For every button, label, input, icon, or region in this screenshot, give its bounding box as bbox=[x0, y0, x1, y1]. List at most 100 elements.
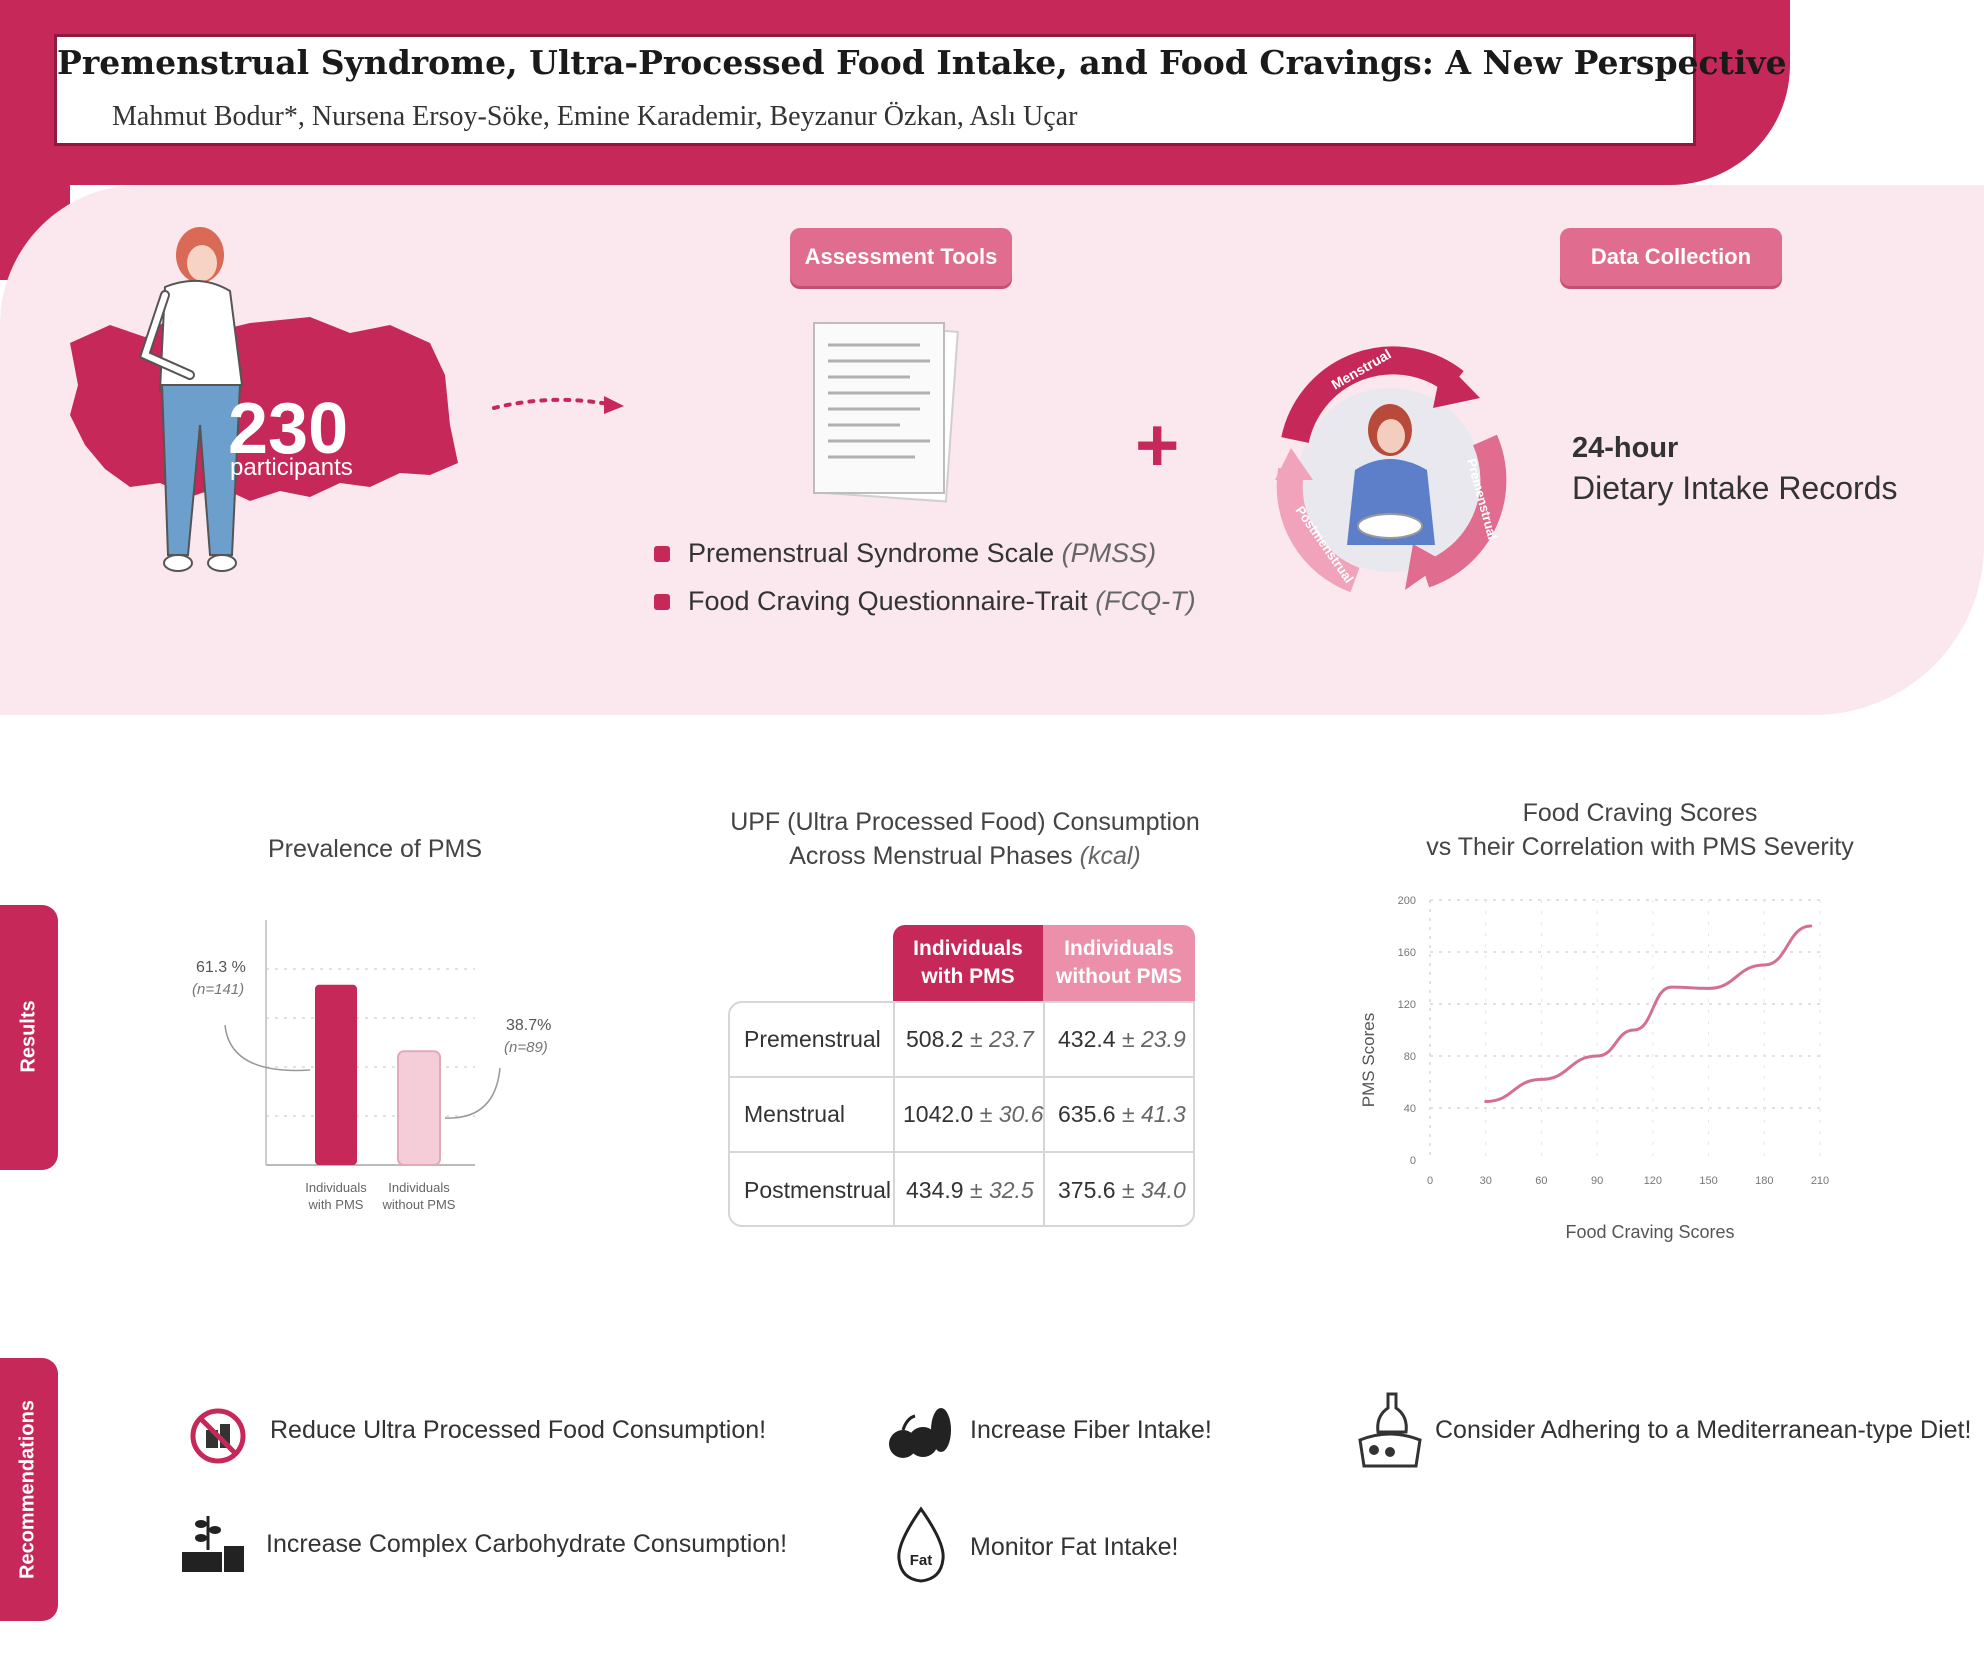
cell-sd: ± 34.0 bbox=[1121, 1177, 1186, 1203]
bar-without-pms bbox=[397, 1050, 441, 1166]
col-header-line: Individuals bbox=[913, 937, 1023, 960]
upf-table-title: UPF (Ultra Processed Food) Consumption A… bbox=[700, 805, 1230, 873]
recommendation-text: Monitor Fat Intake! bbox=[970, 1533, 1179, 1561]
x-tick-label: 30 bbox=[1480, 1175, 1492, 1187]
y-tick-label: 200 bbox=[1398, 895, 1416, 907]
upf-table-body bbox=[728, 1001, 1195, 1227]
cell-mean: 508.2 bbox=[906, 1026, 964, 1052]
prevalence-bar-chart: 61.3 % (n=141) 38.7% (n=89) Individuals … bbox=[192, 920, 551, 1212]
cell-sd: ± 41.3 bbox=[1121, 1101, 1186, 1127]
row-phase: Premenstrual bbox=[744, 1026, 881, 1052]
col-header-line: without PMS bbox=[1056, 965, 1182, 988]
recommendations-side-tab: Recommendations bbox=[0, 1358, 58, 1621]
craving-title-line1: Food Craving Scores bbox=[1522, 799, 1758, 827]
craving-series-line bbox=[1484, 924, 1813, 1103]
prevalence-grid bbox=[266, 968, 475, 1117]
woman-figure bbox=[138, 227, 244, 572]
table-divider bbox=[1043, 1001, 1045, 1227]
x-tick-label: 0 bbox=[1427, 1175, 1433, 1187]
upf-title-line1: UPF (Ultra Processed Food) Consumption bbox=[730, 808, 1200, 836]
tool-name: Food Craving Questionnaire-Trait bbox=[688, 586, 1096, 616]
row-with-pms: 508.2 ± 23.7 bbox=[906, 1026, 1034, 1053]
craving-grid bbox=[1429, 899, 1821, 1160]
label-pms-pct: 61.3 % bbox=[196, 959, 246, 976]
craving-x-ticks: 0 30 60 90 120 150 180 210 bbox=[1427, 1175, 1829, 1187]
legend-square bbox=[654, 594, 670, 610]
cell-mean: 434.9 bbox=[906, 1177, 964, 1203]
y-tick-label: 80 bbox=[1404, 1051, 1416, 1063]
data-collection-pill: Data Collection bbox=[1560, 228, 1782, 286]
cell-sd: ± 23.7 bbox=[969, 1026, 1034, 1052]
category-label-nopms-line1: Individuals bbox=[388, 1180, 450, 1195]
cell-mean: 635.6 bbox=[1058, 1101, 1116, 1127]
tool-abbr: (PMSS) bbox=[1061, 538, 1157, 568]
leader-line-pms bbox=[224, 1024, 311, 1072]
cell-sd: ± 32.5 bbox=[969, 1177, 1034, 1203]
col-header-without-pms: Individuals without PMS bbox=[1043, 935, 1195, 991]
craving-y-axis-label: PMS Scores bbox=[1360, 1013, 1378, 1107]
questionnaire-paper-icon bbox=[813, 321, 959, 503]
upf-title-unit: (kcal) bbox=[1079, 842, 1141, 870]
cell-mean: 432.4 bbox=[1058, 1026, 1116, 1052]
table-divider bbox=[728, 1076, 1195, 1078]
upf-title-text: Across Menstrual Phases bbox=[789, 842, 1080, 870]
dietary-record-line2: Dietary Intake Records bbox=[1572, 470, 1898, 506]
recommendations-label: Recommendations bbox=[16, 1400, 39, 1579]
plus-sign: + bbox=[1135, 403, 1180, 488]
complex-carbohydrate-icon bbox=[182, 1516, 244, 1572]
flow-arrow bbox=[492, 396, 624, 414]
col-header-line: with PMS bbox=[921, 965, 1015, 988]
col-header-line: Individuals bbox=[1064, 937, 1174, 960]
recommendation-text: Increase Complex Carbohydrate Consumptio… bbox=[266, 1530, 788, 1558]
tool-abbr: (FCQ-T) bbox=[1095, 586, 1196, 616]
y-tick-label: 160 bbox=[1398, 947, 1416, 959]
turkey-map-illustration bbox=[70, 227, 458, 572]
category-label-nopms-line2: without PMS bbox=[382, 1197, 456, 1212]
label-nopms-n: (n=89) bbox=[504, 1039, 548, 1056]
prevalence-chart-title: Prevalence of PMS bbox=[268, 835, 482, 863]
category-label-pms-line2: with PMS bbox=[308, 1197, 364, 1212]
x-tick-label: 180 bbox=[1755, 1175, 1773, 1187]
menstrual-cycle-icon: Menstrual Premenstrual Postmenstrual bbox=[1275, 346, 1507, 593]
assessment-tools-pill: Assessment Tools bbox=[790, 228, 1012, 286]
bar-with-pms bbox=[315, 984, 357, 1165]
recommendation-text: Reduce Ultra Processed Food Consumption! bbox=[270, 1416, 767, 1444]
no-processed-food-icon bbox=[190, 1408, 246, 1464]
row-without-pms: 635.6 ± 41.3 bbox=[1058, 1101, 1186, 1128]
fat-drop-icon: Fat bbox=[897, 1506, 945, 1583]
leader-line-nopms bbox=[444, 1067, 501, 1119]
table-divider bbox=[728, 1151, 1195, 1153]
legend-square bbox=[654, 546, 670, 562]
label-pms-n: (n=141) bbox=[192, 981, 244, 998]
y-tick-label: 120 bbox=[1398, 999, 1416, 1011]
craving-x-axis-label: Food Craving Scores bbox=[1565, 1222, 1734, 1242]
cell-mean: 1042.0 bbox=[903, 1101, 974, 1127]
paper-authors: Mahmut Bodur*, Nursena Ersoy-Söke, Emine… bbox=[112, 101, 1078, 132]
results-label: Results bbox=[17, 1000, 40, 1073]
craving-line-chart: 0 40 80 120 160 200 0 30 60 90 120 150 180 210 Food … bbox=[1360, 895, 1829, 1242]
y-tick-label: 40 bbox=[1404, 1103, 1416, 1115]
row-without-pms: 432.4 ± 23.9 bbox=[1058, 1026, 1186, 1053]
col-header-with-pms: Individuals with PMS bbox=[893, 935, 1043, 991]
x-tick-label: 120 bbox=[1644, 1175, 1662, 1187]
header-cell-with-pms bbox=[893, 925, 1043, 1001]
x-tick-label: 210 bbox=[1811, 1175, 1829, 1187]
tool-fcqt: Food Craving Questionnaire-Trait (FCQ-T) bbox=[688, 586, 1196, 617]
participants-label: participants bbox=[230, 454, 353, 481]
upf-title-line2: Across Menstrual Phases (kcal) bbox=[700, 839, 1230, 873]
row-without-pms: 375.6 ± 34.0 bbox=[1058, 1177, 1186, 1204]
cell-sd: ± 23.9 bbox=[1121, 1026, 1186, 1052]
row-phase: Menstrual bbox=[744, 1101, 845, 1127]
x-tick-label: 90 bbox=[1591, 1175, 1603, 1187]
craving-title-line2: vs Their Correlation with PMS Severity bbox=[1426, 833, 1854, 861]
row-with-pms: 1042.0 ± 30.6 bbox=[903, 1101, 1044, 1128]
row-phase: Postmenstrual bbox=[744, 1177, 892, 1203]
fiber-foods-icon bbox=[889, 1408, 951, 1458]
mediterranean-diet-icon bbox=[1358, 1392, 1422, 1468]
header-cell-without-pms bbox=[1043, 925, 1195, 1001]
dietary-record-line1: 24-hour bbox=[1572, 432, 1679, 464]
craving-y-ticks: 0 40 80 120 160 200 bbox=[1398, 895, 1416, 1167]
participants-count: 230 bbox=[228, 389, 349, 469]
recommendation-text: Increase Fiber Intake! bbox=[970, 1416, 1212, 1444]
x-tick-label: 60 bbox=[1535, 1175, 1547, 1187]
